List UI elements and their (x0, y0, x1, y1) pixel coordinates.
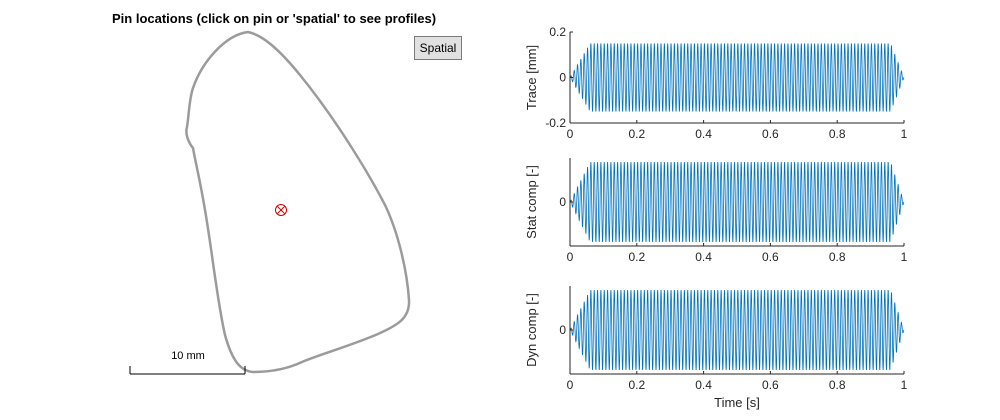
y-tick-label: 0 (559, 71, 566, 85)
x-tick-label: 0.8 (829, 378, 846, 392)
y-tick-label: 0 (559, 195, 566, 209)
x-tick-label: 0.6 (762, 378, 779, 392)
x-axis-label: Time [s] (714, 395, 760, 410)
signal-line (569, 43, 905, 112)
y-tick-label: -0.2 (545, 116, 566, 130)
y-axis-label: Stat comp [-] (524, 165, 539, 239)
x-tick-label: 1 (901, 250, 908, 264)
y-axis-label: Trace [mm] (524, 45, 539, 110)
spatial-button[interactable]: Spatial (414, 36, 462, 60)
x-tick-label: 0.4 (695, 250, 712, 264)
y-tick-label: 0.2 (549, 25, 566, 39)
y-axis-label: Dyn comp [-] (524, 293, 539, 367)
pin-locations-title: Pin locations (click on pin or 'spatial'… (112, 11, 437, 26)
y-tick-label: 0 (559, 323, 566, 337)
x-tick-label: 0.6 (762, 250, 779, 264)
signal-line (569, 289, 905, 371)
pin-marker[interactable] (275, 204, 287, 216)
scale-bar: 10 mm (129, 350, 246, 375)
x-tick-label: 0.6 (762, 127, 779, 140)
x-tick-label: 1 (901, 127, 908, 140)
stat-comp-plot: 0 0.2 0.4 0.6 0.8 1 0 Stat comp [-] (524, 158, 908, 264)
dyn-comp-plot: 0 0.2 0.4 0.6 0.8 1 0 Dyn comp [-] Time [s] (524, 286, 908, 410)
x-tick-label: 0.4 (695, 378, 712, 392)
x-tick-label: 0.2 (628, 378, 645, 392)
signal-line (569, 161, 905, 243)
x-tick-label: 0 (567, 378, 574, 392)
x-tick-label: 1 (901, 378, 908, 392)
x-tick-label: 0 (567, 250, 574, 264)
region-outline (185, 30, 411, 374)
x-tick-label: 0.8 (829, 250, 846, 264)
x-tick-label: 0 (567, 127, 574, 140)
x-tick-label: 0.2 (628, 250, 645, 264)
scale-bar-label: 10 mm (171, 350, 205, 362)
x-tick-label: 0.2 (628, 127, 645, 140)
x-tick-label: 0.4 (695, 127, 712, 140)
x-tick-label: 0.8 (829, 127, 846, 140)
pin-map: 10 mm (129, 30, 411, 375)
